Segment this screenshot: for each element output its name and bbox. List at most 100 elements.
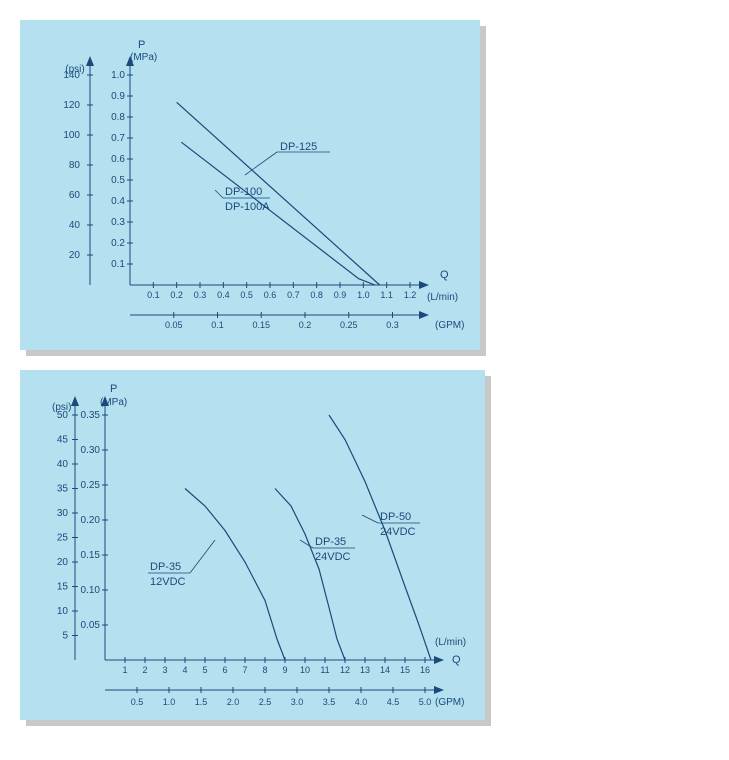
dp35-24-bot: 24VDC bbox=[315, 551, 351, 563]
pressure-flow-chart-2: (psi) 5101520253035404550 P (MPa) 0.050.… bbox=[20, 370, 485, 720]
dp35-12-bot: 12VDC bbox=[150, 576, 186, 588]
svg-text:0.1: 0.1 bbox=[111, 259, 125, 270]
svg-text:0.7: 0.7 bbox=[111, 133, 125, 144]
svg-text:25: 25 bbox=[57, 533, 69, 544]
mpa-axis: P (MPa) 0.10.20.30.40.50.60.70.80.91.0 bbox=[111, 39, 157, 285]
chart1-svg: (psi) 20406080100120140 P (MPa) 0.10.20.… bbox=[20, 20, 480, 350]
svg-text:20: 20 bbox=[69, 250, 81, 261]
gpm-axis-2: (GPM) 0.5 1.0 1.5 2.0 2.5 3.0 3.5 4.0 4.5 5.0 bbox=[105, 686, 464, 708]
svg-text:0.4: 0.4 bbox=[217, 290, 230, 300]
svg-text:2.0: 2.0 bbox=[227, 697, 240, 707]
lmin-label: (L/min) bbox=[427, 292, 458, 303]
svg-text:0.15: 0.15 bbox=[252, 320, 270, 330]
svg-text:9: 9 bbox=[282, 665, 287, 675]
svg-text:0.3: 0.3 bbox=[194, 290, 207, 300]
svg-text:10: 10 bbox=[57, 606, 69, 617]
svg-text:0.3: 0.3 bbox=[111, 217, 125, 228]
svg-text:15: 15 bbox=[400, 665, 410, 675]
svg-text:6: 6 bbox=[222, 665, 227, 675]
psi-axis-2: (psi) 5101520253035404550 bbox=[52, 396, 79, 660]
dp125-label: DP-125 bbox=[280, 141, 317, 153]
gpm-label: (GPM) bbox=[435, 320, 464, 331]
svg-text:11: 11 bbox=[320, 665, 329, 675]
svg-text:0.5: 0.5 bbox=[131, 697, 144, 707]
svg-text:120: 120 bbox=[63, 100, 80, 111]
svg-text:7: 7 bbox=[242, 665, 247, 675]
q-label: Q bbox=[440, 269, 449, 281]
svg-text:30: 30 bbox=[57, 508, 69, 519]
svg-text:80: 80 bbox=[69, 160, 81, 171]
svg-text:1.0: 1.0 bbox=[163, 697, 176, 707]
svg-text:3.0: 3.0 bbox=[291, 697, 304, 707]
psi-ticks: 20406080100120140 bbox=[63, 70, 93, 261]
psi-axis: (psi) 20406080100120140 bbox=[63, 56, 94, 285]
gpm-label-2: (GPM) bbox=[435, 697, 464, 708]
svg-text:0.9: 0.9 bbox=[111, 91, 125, 102]
q-label-2: Q bbox=[452, 654, 461, 666]
gpm-axis: (GPM) 0.05 0.1 0.15 0.2 0.25 0.3 bbox=[130, 311, 464, 331]
mpa-ticks-2: 0.050.100.150.200.250.300.35 bbox=[81, 410, 108, 631]
svg-text:0.05: 0.05 bbox=[81, 620, 101, 631]
svg-text:3: 3 bbox=[162, 665, 167, 675]
svg-text:0.1: 0.1 bbox=[211, 320, 224, 330]
svg-text:4.5: 4.5 bbox=[387, 697, 400, 707]
mpa-axis-2: P (MPa) 0.050.100.150.200.250.300.35 bbox=[81, 383, 128, 660]
svg-text:0.2: 0.2 bbox=[111, 238, 125, 249]
svg-text:2: 2 bbox=[142, 665, 147, 675]
svg-text:1.2: 1.2 bbox=[404, 290, 417, 300]
svg-text:45: 45 bbox=[57, 435, 69, 446]
svg-text:3.5: 3.5 bbox=[323, 697, 336, 707]
chart1-curves bbox=[177, 102, 380, 285]
svg-text:1.5: 1.5 bbox=[195, 697, 208, 707]
svg-text:0.8: 0.8 bbox=[111, 112, 125, 123]
svg-text:15: 15 bbox=[57, 582, 69, 593]
svg-text:50: 50 bbox=[57, 410, 69, 421]
lmin-label-2: (L/min) bbox=[435, 637, 466, 648]
svg-text:40: 40 bbox=[57, 459, 69, 470]
svg-text:4.0: 4.0 bbox=[355, 697, 368, 707]
pressure-flow-chart-1: (psi) 20406080100120140 P (MPa) 0.10.20.… bbox=[20, 20, 480, 350]
svg-text:5: 5 bbox=[202, 665, 207, 675]
svg-text:0.9: 0.9 bbox=[334, 290, 347, 300]
svg-text:2.5: 2.5 bbox=[259, 697, 272, 707]
chart2-series-labels: DP-35 12VDC DP-35 24VDC DP-50 24VDC bbox=[148, 511, 420, 588]
svg-text:0.4: 0.4 bbox=[111, 196, 125, 207]
svg-text:0.15: 0.15 bbox=[81, 550, 101, 561]
svg-text:100: 100 bbox=[63, 130, 80, 141]
svg-text:35: 35 bbox=[57, 484, 69, 495]
svg-text:140: 140 bbox=[63, 70, 80, 81]
dp35-12-top: DP-35 bbox=[150, 561, 181, 573]
svg-text:0.2: 0.2 bbox=[170, 290, 183, 300]
svg-text:8: 8 bbox=[262, 665, 267, 675]
dp50-24-top: DP-50 bbox=[380, 511, 411, 523]
svg-text:0.25: 0.25 bbox=[81, 480, 101, 491]
svg-text:0.1: 0.1 bbox=[147, 290, 160, 300]
svg-text:0.8: 0.8 bbox=[310, 290, 323, 300]
svg-text:0.30: 0.30 bbox=[81, 445, 101, 456]
dp100a-label: DP-100A bbox=[225, 201, 270, 213]
svg-text:0.05: 0.05 bbox=[165, 320, 183, 330]
lmin-axis: Q (L/min) 0.10.20.30.40.50.60.70.80.91.0… bbox=[130, 269, 458, 303]
svg-text:0.2: 0.2 bbox=[299, 320, 312, 330]
mpa-unit-label: (MPa) bbox=[130, 52, 157, 63]
svg-text:40: 40 bbox=[69, 220, 81, 231]
svg-text:12: 12 bbox=[340, 665, 350, 675]
lmin-axis-2: (L/min) Q 12345678910111213141516 bbox=[105, 637, 466, 675]
mpa-p-label: P bbox=[138, 39, 145, 51]
svg-text:5: 5 bbox=[62, 631, 68, 642]
svg-text:0.35: 0.35 bbox=[81, 410, 101, 421]
dp100-label: DP-100 bbox=[225, 186, 262, 198]
svg-text:4: 4 bbox=[182, 665, 187, 675]
svg-text:0.6: 0.6 bbox=[264, 290, 277, 300]
svg-text:14: 14 bbox=[380, 665, 390, 675]
svg-text:1: 1 bbox=[122, 665, 127, 675]
svg-text:0.5: 0.5 bbox=[111, 175, 125, 186]
svg-text:0.7: 0.7 bbox=[287, 290, 300, 300]
svg-text:1.0: 1.0 bbox=[357, 290, 370, 300]
chart2-svg: (psi) 5101520253035404550 P (MPa) 0.050.… bbox=[20, 370, 485, 720]
svg-text:0.6: 0.6 bbox=[111, 154, 125, 165]
svg-text:5.0: 5.0 bbox=[419, 697, 432, 707]
svg-text:0.25: 0.25 bbox=[340, 320, 358, 330]
svg-text:0.3: 0.3 bbox=[386, 320, 399, 330]
dp35-24-top: DP-35 bbox=[315, 536, 346, 548]
